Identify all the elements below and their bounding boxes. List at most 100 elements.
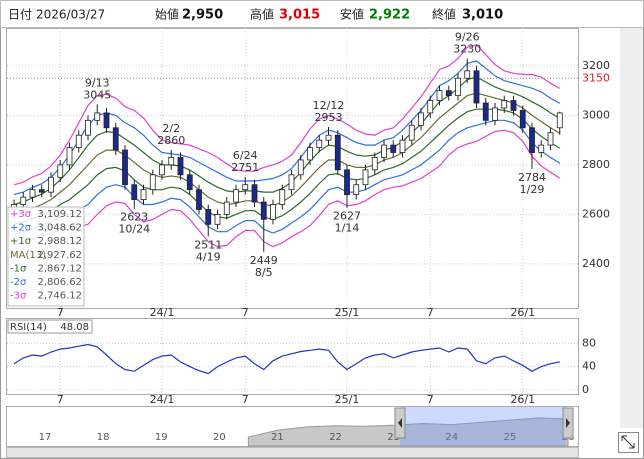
x-tick-label: 25/1 [335,393,360,406]
annotation-value: 2511 [194,238,222,251]
candle-body [140,189,147,200]
candle-body [103,112,110,129]
candle-body [353,184,360,196]
candle-body [38,189,45,193]
candle-body [547,132,554,146]
candle-body [85,119,91,136]
navigator-label: 17 [39,432,52,443]
y-tick-label: 3200 [582,59,610,72]
high-value: 3,015 [279,8,320,23]
annotation-value: 2623 [120,211,148,224]
handle-arrow [566,418,570,428]
legend-name: +1σ [10,236,32,247]
x-tick-label: 7 [57,306,64,319]
annotation-value: 2449 [250,254,278,267]
legend-value: 2,806.62 [37,277,82,288]
annotation-date: 8/5 [255,266,273,279]
x-tick-label: 7 [57,393,64,406]
candle-body [57,164,64,178]
annotation-value: 2784 [518,171,546,184]
candle-body [251,184,258,203]
annotation-value: 2627 [333,210,361,223]
annotation-value: 2751 [231,161,259,174]
rsi-panel [6,318,579,395]
candle-body [390,144,397,153]
band-line [13,129,561,248]
x-tick-label: 24/1 [150,393,175,406]
legend-value: 2,746.12 [37,291,82,302]
candle-body [445,90,452,96]
price-panel [6,28,579,309]
annotation-value: 3045 [83,88,111,101]
side-strip [620,28,643,428]
annotation-date: 1/14 [335,222,360,235]
band-line [13,44,561,186]
navigator-label: 22 [329,432,342,443]
candle-body [94,112,101,121]
high-label: 高値 [250,7,274,22]
rsi-tick-label: 0 [582,383,589,396]
candle-body [399,139,406,153]
rsi-current: 48.08 [60,322,89,333]
candle-body [122,149,128,186]
candle-body [168,157,175,166]
header-bar [0,0,644,28]
annotation-date: 9/13 [85,76,110,89]
candle-body [20,196,27,205]
candle-body [418,112,424,126]
candle-body [556,112,563,129]
navigator-window[interactable] [400,407,566,446]
candle-body [501,100,508,109]
handle-arrow [398,418,402,428]
candle-body [538,144,545,153]
candle-body [316,139,323,148]
rsi-line [13,343,560,375]
candle-body [112,127,119,151]
candle-body [482,102,489,121]
legend-name: +3σ [10,209,32,220]
candle-body [455,77,461,96]
scrollbar[interactable] [6,447,579,458]
candle-body [492,107,498,121]
x-tick-label: 25/1 [335,306,360,319]
x-tick-label: 7 [427,393,434,406]
candle-body [214,214,221,225]
legend-name: MA(13) [10,250,46,261]
candle-body [186,174,193,191]
close-value: 3,010 [462,8,503,23]
annotation-date: 9/26 [455,30,480,43]
annotation-value: 2953 [315,111,343,124]
annotation-value: 2860 [157,134,185,147]
candle-body [177,157,184,176]
candle-body [242,184,249,191]
rsi-tick-label: 40 [582,360,596,373]
navigator-area [247,417,569,447]
candle-body [436,90,443,101]
x-tick-label: 7 [427,306,434,319]
annotation-date: 2/2 [162,122,180,135]
y-tick-label: 2600 [582,207,610,220]
candle-body [325,134,332,141]
legend-value: 3,109.12 [37,209,82,220]
annotation-date: 4/19 [196,250,221,263]
candle-body [344,169,350,196]
low-value: 2,922 [369,8,410,23]
open-label: 始値 [155,7,179,22]
candle-body [29,189,36,198]
candle-body [66,147,73,166]
navigator-label: 23 [387,432,400,443]
candle-body [75,134,82,148]
band-line [13,108,561,225]
date-label: 日付 [8,8,32,22]
low-label: 安値 [340,7,364,22]
candle-body [159,164,165,176]
legend-name: +2σ [10,223,32,234]
legend-value: 2,867.12 [37,263,82,274]
open-value: 2,950 [182,8,223,23]
x-tick-label: 26/1 [510,393,535,406]
x-tick-label: 26/1 [510,306,535,319]
navigator-label: 19 [155,432,168,443]
candle-body [205,209,212,225]
